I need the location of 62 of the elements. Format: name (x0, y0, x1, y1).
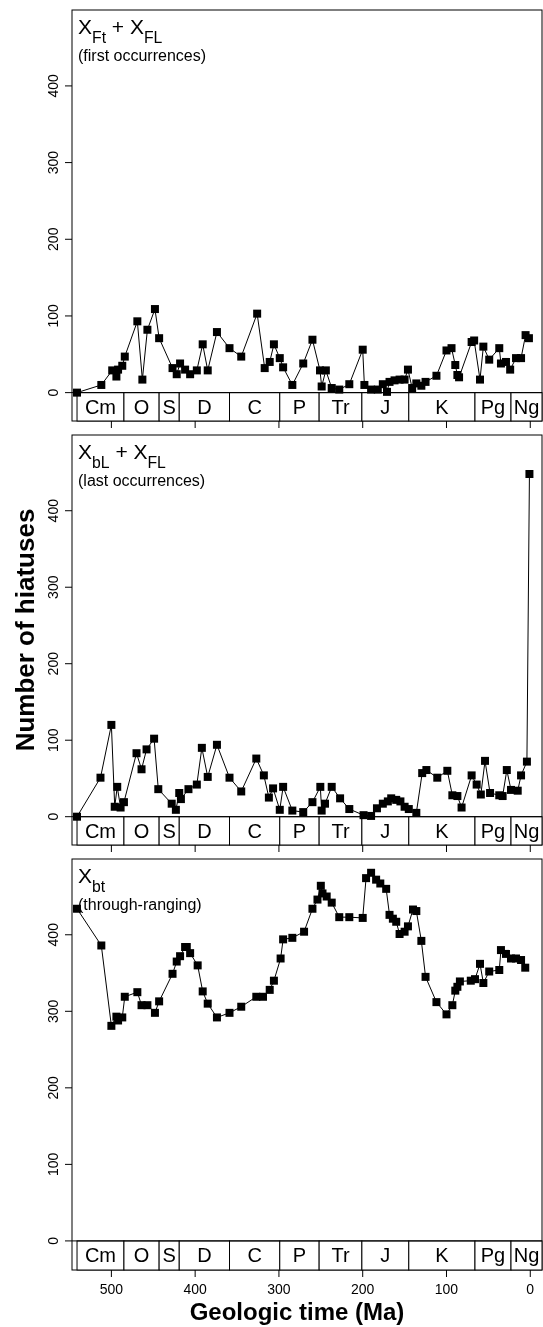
band-label: D (197, 819, 212, 842)
x-tick-label: 400 (183, 1281, 208, 1297)
band-label: C (247, 1244, 262, 1267)
chart-title: X$_{Ft}$ + X$_{FL}$ (78, 15, 163, 46)
x-tick-label: 100 (434, 1281, 459, 1297)
y-tick-label: 0 (45, 812, 61, 821)
band-label: Ng (513, 819, 540, 842)
band-label: Tr (331, 1244, 350, 1267)
x-tick-label: 500 (99, 1281, 124, 1297)
band-label: S (162, 1244, 176, 1267)
text: (through-ranging) (78, 896, 202, 913)
band-label: P (292, 395, 307, 418)
band-label: K (435, 819, 450, 842)
y-tick-label: 100 (45, 1152, 61, 1177)
band-label: O (133, 395, 150, 418)
band-label: Cm (84, 819, 117, 842)
band-label: Pg (480, 395, 506, 418)
y-tick-label: 100 (45, 728, 61, 752)
band-label: S (162, 819, 176, 842)
chart-title: X$_{bL}$ + X$_{FL}$ (78, 440, 167, 471)
y-tick-label: 200 (45, 1075, 61, 1100)
x-axis-title: Geologic time (Ma) (189, 1298, 405, 1325)
band-label: Tr (331, 395, 350, 418)
band-label: Cm (84, 395, 117, 418)
y-tick-label: 0 (45, 1236, 61, 1245)
band-label: J (380, 395, 391, 418)
band-label: C (247, 395, 262, 418)
band-label: C (247, 819, 262, 842)
band-label: Tr (331, 819, 350, 842)
y-tick-label: 0 (45, 388, 61, 397)
y-tick-label: 300 (45, 575, 61, 599)
y-tick-label: 200 (45, 651, 61, 676)
band-label: Pg (480, 819, 506, 842)
band-label: O (133, 819, 150, 842)
band-label: Cm (84, 1244, 117, 1267)
y-tick-label: 400 (45, 498, 61, 523)
band-label: O (133, 1244, 150, 1267)
band-label: Pg (480, 1244, 506, 1267)
band-label: J (380, 819, 391, 842)
chart-title: X$_{bt}$ (78, 864, 106, 895)
y-tick-label: 100 (45, 304, 61, 328)
band-label: Ng (513, 1244, 540, 1267)
text: (last occurrences) (78, 472, 206, 489)
x-tick-label: 300 (267, 1281, 291, 1297)
band-label: S (162, 395, 176, 418)
band-label: K (435, 1244, 450, 1267)
x-tick-label: 0 (526, 1281, 535, 1297)
band-label: D (197, 1244, 212, 1267)
band-label: P (292, 819, 307, 842)
band-label: Ng (513, 395, 540, 418)
x-tick-label: 200 (351, 1281, 375, 1297)
band-label: P (292, 1244, 307, 1267)
band-label: K (435, 395, 450, 418)
y-tick-label: 400 (45, 74, 61, 98)
y-axis-title: Number of hiatuses (10, 508, 40, 752)
y-tick-label: 300 (45, 150, 61, 175)
band-label: J (380, 1244, 391, 1267)
band-label: D (197, 395, 212, 418)
y-tick-label: 300 (45, 999, 61, 1023)
y-tick-label: 400 (45, 922, 61, 947)
y-tick-label: 200 (45, 227, 61, 251)
text: (first occurrences) (78, 47, 207, 64)
